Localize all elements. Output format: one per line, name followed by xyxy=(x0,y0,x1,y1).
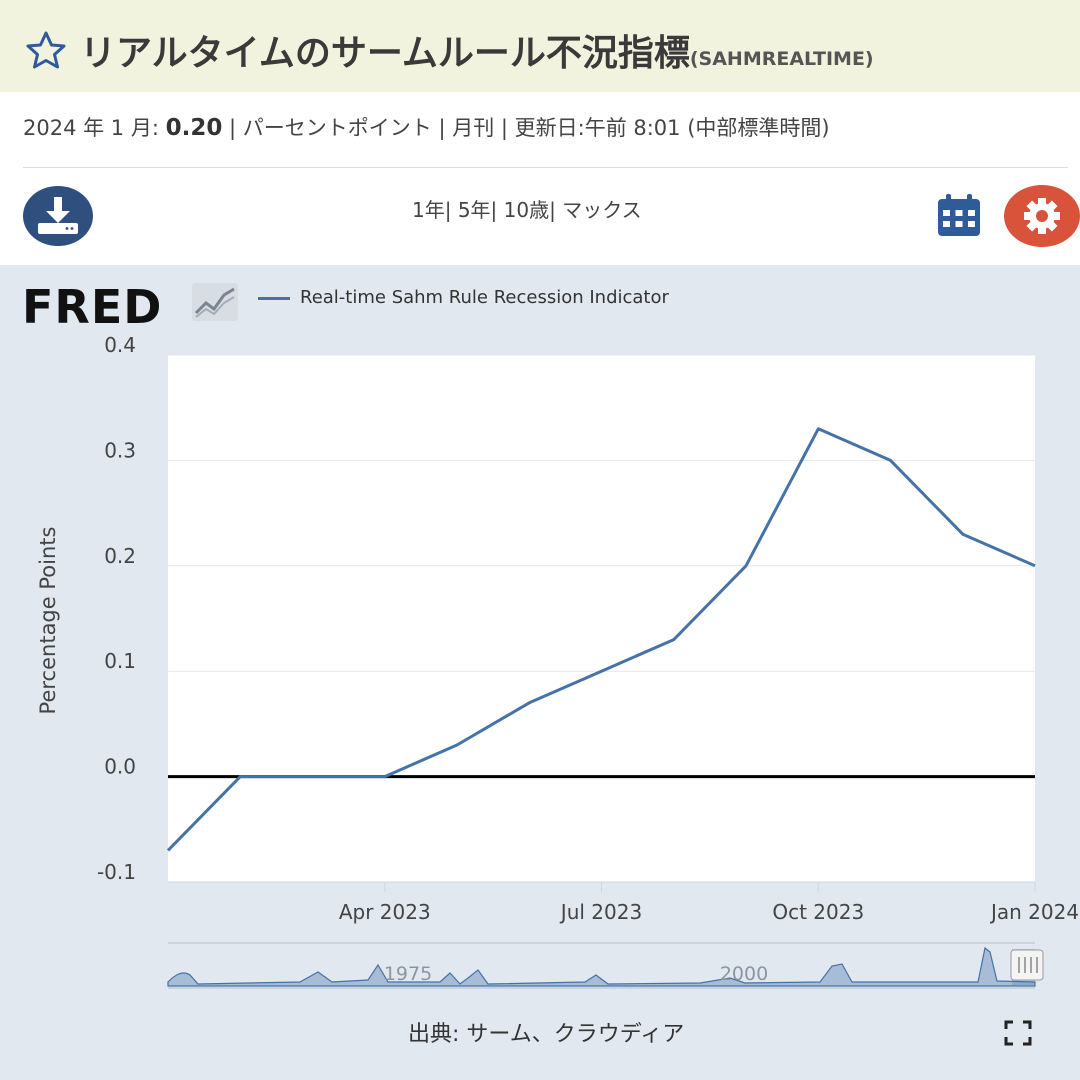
y-tick-label: 0.2 xyxy=(104,544,136,568)
series-code: (SAHMREALTIME) xyxy=(689,48,874,70)
fred-chart-icon xyxy=(192,283,238,321)
y-tick-label: 0.3 xyxy=(104,438,136,462)
range-max[interactable]: マックス xyxy=(555,198,642,222)
legend-label: Real-time Sahm Rule Recession Indicator xyxy=(300,287,669,308)
chart-legend[interactable]: Real-time Sahm Rule Recession Indicator xyxy=(258,287,669,308)
x-tick-label: Oct 2023 xyxy=(772,900,864,924)
settings-button[interactable] xyxy=(1004,185,1080,247)
download-icon xyxy=(38,197,78,234)
x-tick-label: Jul 2023 xyxy=(559,900,642,924)
title-text: リアルタイムのサームルール不況指標 xyxy=(80,33,690,74)
source-note: 出典: サーム、クラウディア xyxy=(408,1022,685,1047)
plot-area xyxy=(168,355,1035,882)
series-meta: 2024 年 1 月: 0.20 | パーセントポイント | 月刊 | 更新日:… xyxy=(23,112,830,142)
date-label: 2024 年 1 月: xyxy=(23,116,159,140)
meta-details: | パーセントポイント | 月刊 | 更新日:午前 8:01 (中部標準時間) xyxy=(222,116,830,140)
range-5y[interactable]: 5年| xyxy=(451,198,498,222)
star-icon[interactable] xyxy=(24,30,68,70)
legend-swatch xyxy=(258,296,290,300)
y-tick-label: 0.4 xyxy=(104,333,136,357)
range-10y[interactable]: 10歳| xyxy=(497,198,556,222)
calendar-icon[interactable] xyxy=(936,192,982,238)
gear-icon xyxy=(1024,198,1060,234)
y-tick-label: -0.1 xyxy=(97,860,136,884)
navigator-handle[interactable] xyxy=(1010,949,1044,981)
navigator-series xyxy=(167,946,1036,987)
navigator-label: 1975 xyxy=(384,963,432,985)
range-1y[interactable]: 1年| xyxy=(412,198,452,222)
x-tick-label: Jan 2024 xyxy=(989,900,1079,924)
navigator-label: 2000 xyxy=(720,963,768,985)
y-axis-title: Percentage Points xyxy=(36,527,60,715)
y-tick-label: 0.1 xyxy=(104,649,136,673)
download-button[interactable] xyxy=(23,186,93,246)
page-title: リアルタイムのサームルール不況指標(SAHMREALTIME) xyxy=(80,24,874,76)
divider xyxy=(23,167,1068,168)
range-selector: 1年| 5年| 10歳| マックス xyxy=(412,194,642,223)
title-bar xyxy=(0,0,1080,92)
x-tick-label: Apr 2023 xyxy=(339,900,431,924)
latest-value: 0.20 xyxy=(165,115,223,141)
series-line xyxy=(166,427,1036,852)
fullscreen-icon[interactable] xyxy=(1004,1020,1032,1046)
fred-logo: FRED xyxy=(22,280,163,334)
y-tick-label: 0.0 xyxy=(104,755,136,779)
